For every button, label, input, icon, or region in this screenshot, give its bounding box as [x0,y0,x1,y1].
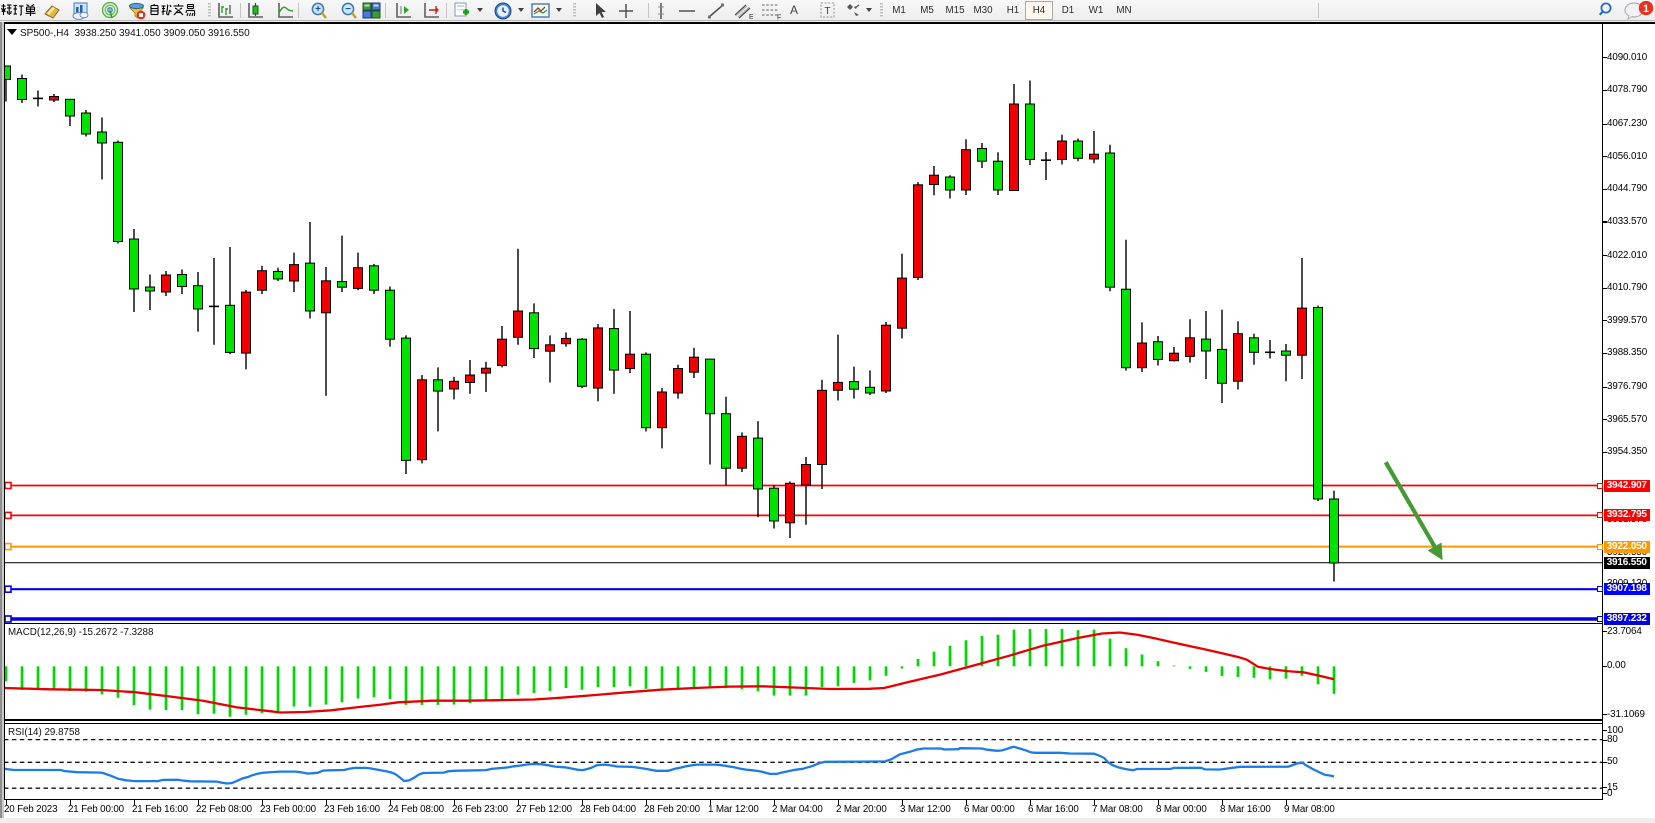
svg-text:−: − [345,4,351,15]
svg-text:1: 1 [1643,3,1649,15]
svg-text:E: E [749,14,753,20]
svg-text:F: F [777,15,781,21]
svg-text:T: T [824,6,830,17]
svg-text:+: + [315,4,321,15]
